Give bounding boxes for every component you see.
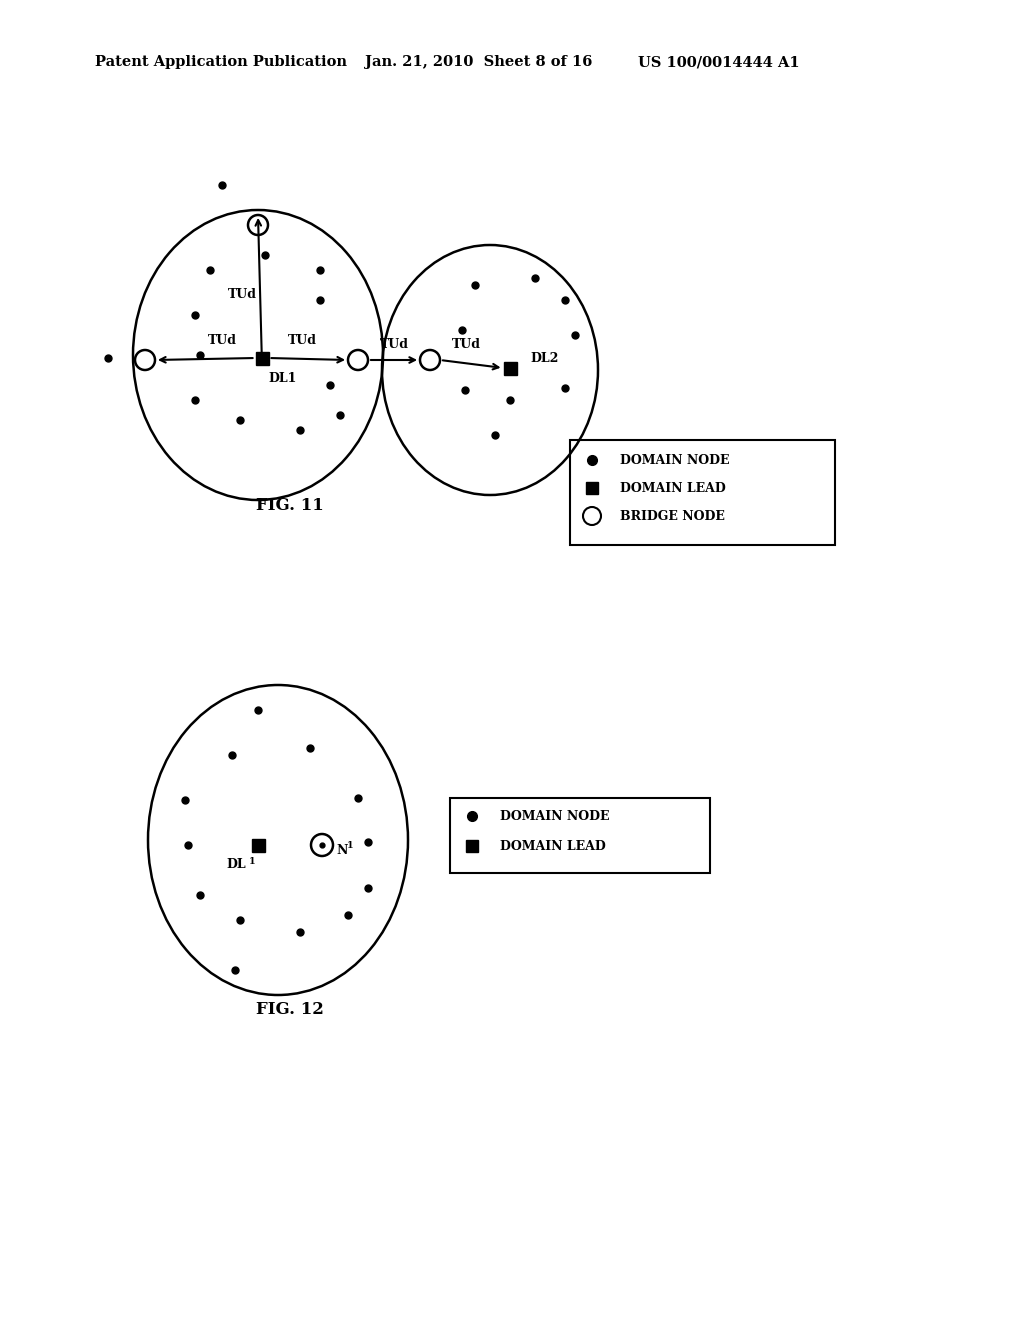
- Text: DOMAIN NODE: DOMAIN NODE: [620, 454, 729, 466]
- Text: DL2: DL2: [530, 351, 558, 364]
- Circle shape: [348, 350, 368, 370]
- Text: TUd: TUd: [380, 338, 409, 351]
- Text: 1: 1: [347, 842, 353, 850]
- Circle shape: [420, 350, 440, 370]
- FancyBboxPatch shape: [256, 351, 268, 364]
- Circle shape: [583, 507, 601, 525]
- Circle shape: [135, 350, 155, 370]
- Text: Jan. 21, 2010  Sheet 8 of 16: Jan. 21, 2010 Sheet 8 of 16: [365, 55, 592, 69]
- Text: FIG. 11: FIG. 11: [256, 496, 324, 513]
- FancyBboxPatch shape: [586, 482, 598, 494]
- FancyBboxPatch shape: [504, 362, 516, 375]
- FancyBboxPatch shape: [466, 840, 478, 851]
- Text: N: N: [336, 843, 347, 857]
- Text: TUd: TUd: [288, 334, 316, 346]
- Text: DL1: DL1: [268, 371, 296, 384]
- Circle shape: [311, 834, 333, 855]
- Text: DOMAIN LEAD: DOMAIN LEAD: [500, 840, 606, 853]
- Text: 1: 1: [249, 857, 256, 866]
- Text: DOMAIN LEAD: DOMAIN LEAD: [620, 482, 726, 495]
- Text: DL: DL: [226, 858, 246, 871]
- Text: Patent Application Publication: Patent Application Publication: [95, 55, 347, 69]
- Text: TUd: TUd: [452, 338, 480, 351]
- Text: TUd: TUd: [227, 289, 256, 301]
- Circle shape: [248, 215, 268, 235]
- Text: FIG. 12: FIG. 12: [256, 1002, 324, 1019]
- Text: DOMAIN NODE: DOMAIN NODE: [500, 809, 609, 822]
- Text: BRIDGE NODE: BRIDGE NODE: [620, 510, 725, 523]
- Text: TUd: TUd: [208, 334, 237, 346]
- FancyBboxPatch shape: [252, 838, 264, 851]
- Text: US 100/0014444 A1: US 100/0014444 A1: [638, 55, 800, 69]
